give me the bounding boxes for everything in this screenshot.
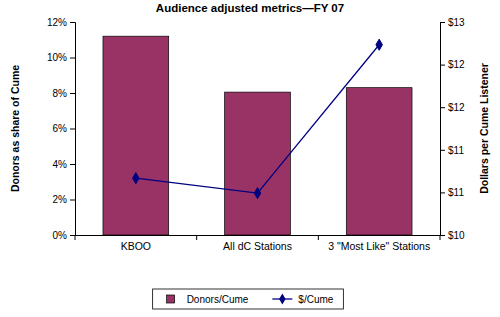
tick: 4%	[53, 159, 75, 170]
axis-line	[441, 23, 446, 236]
tick-label: $13	[448, 17, 465, 28]
bar	[225, 92, 291, 235]
y-axis: 0% 2% 4% 6% 8% 10% 12%	[47, 17, 76, 241]
legend-item: Donors/Cume	[167, 294, 249, 305]
tick-mark	[440, 107, 445, 108]
line	[136, 45, 379, 193]
tick-mark	[440, 235, 445, 236]
tick-label: 12%	[47, 17, 67, 28]
tick: 12%	[47, 17, 75, 28]
tick: 0%	[53, 230, 75, 241]
chart-title: Audience adjusted metrics—FY 07	[156, 2, 344, 14]
legend-label: Donors/Cume	[187, 294, 249, 305]
axis-line	[70, 23, 76, 236]
legend: Donors/Cume $/Cume	[153, 289, 344, 309]
tick-label: $11	[448, 187, 464, 198]
tick: $11	[440, 187, 464, 198]
tick-label: 10%	[47, 52, 67, 63]
tick-label: $10	[448, 230, 465, 241]
chart: Audience adjusted metrics—FY 07 0% 2% 4% 6% 8…	[0, 0, 500, 317]
tick: $12	[440, 59, 465, 70]
bar	[103, 36, 169, 235]
legend-box	[153, 289, 344, 309]
tick-label: $12	[448, 59, 465, 70]
y2-axis: $10 $11 $11 $12 $12 $13	[440, 17, 465, 241]
legend-marker	[279, 293, 285, 304]
category-label: 3 "Most Like" Stations	[328, 240, 430, 252]
tick-mark	[70, 235, 75, 236]
category-separator	[196, 235, 197, 240]
tick: 6%	[53, 123, 75, 134]
category-separator	[440, 235, 441, 240]
tick: $10	[440, 230, 465, 241]
y-axis-title: Donors as share of Cume	[9, 65, 21, 192]
marks	[103, 36, 412, 235]
tick-mark	[70, 164, 75, 165]
tick: 8%	[53, 88, 75, 99]
tick: KBOO	[121, 240, 151, 252]
tick-label: 2%	[53, 194, 68, 205]
tick-mark	[70, 129, 75, 130]
legend-swatch	[167, 295, 175, 303]
tick-mark	[440, 150, 445, 151]
category-label: All dC Stations	[223, 240, 292, 252]
legend-item: $/Cume	[272, 293, 333, 305]
tick: All dC Stations	[223, 240, 292, 252]
tick-label: $11	[448, 145, 464, 156]
category-separator	[318, 235, 319, 240]
tick-mark	[440, 65, 445, 66]
tick: $11	[440, 145, 464, 156]
marker	[254, 188, 260, 199]
legend-label: $/Cume	[298, 294, 333, 305]
tick-mark	[70, 93, 75, 94]
axis-line	[76, 235, 441, 236]
marker	[376, 39, 382, 50]
tick-mark	[440, 22, 445, 23]
category-label: KBOO	[121, 240, 151, 252]
tick: 3 "Most Like" Stations	[328, 240, 430, 252]
bar	[346, 88, 412, 235]
tick-mark	[440, 192, 445, 193]
x-axis: KBOO All dC Stations 3 "Most Like" Station…	[75, 235, 441, 252]
tick-mark	[70, 200, 75, 201]
tick: $13	[440, 17, 465, 28]
tick: $12	[440, 102, 465, 113]
tick: 10%	[47, 52, 75, 63]
tick-label: 6%	[53, 123, 68, 134]
tick-label: 8%	[53, 88, 68, 99]
y2-axis-title: Dollars per Cume Listener	[478, 63, 490, 194]
marker	[133, 173, 139, 184]
tick-mark	[70, 22, 75, 23]
tick-label: 0%	[53, 230, 68, 241]
category-separator	[75, 235, 76, 240]
tick: 2%	[53, 194, 75, 205]
tick-label: $12	[448, 102, 465, 113]
plot: 0% 2% 4% 6% 8% 10% 12% $10 $11 $11 $12 $12 $13 KBOO Al…	[47, 17, 465, 253]
tick-label: 4%	[53, 159, 68, 170]
tick-mark	[70, 58, 75, 59]
